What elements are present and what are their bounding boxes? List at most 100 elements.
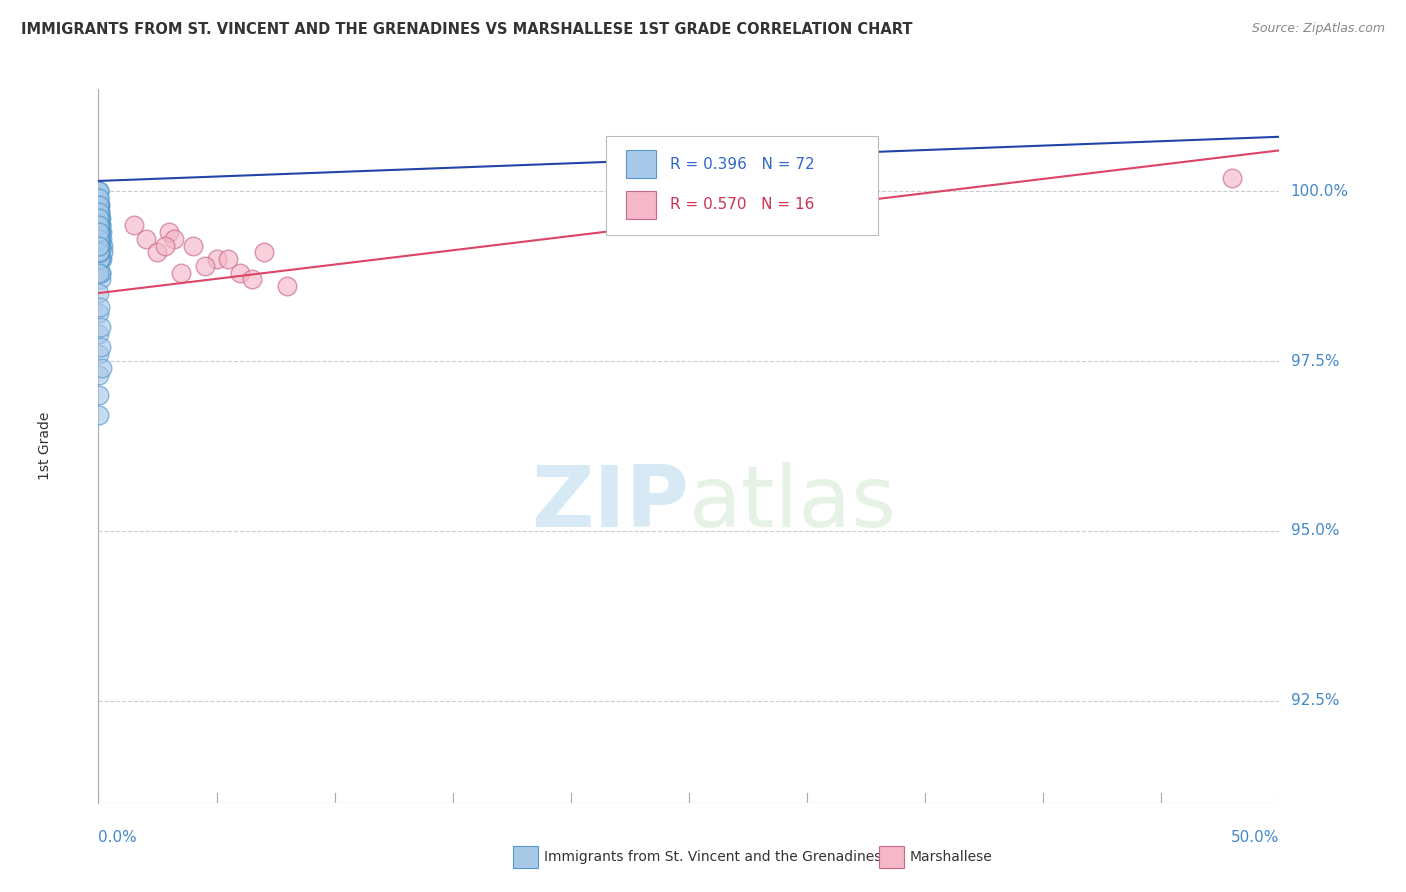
Point: [89, 238, 111, 252]
Text: Immigrants from St. Vincent and the Grenadines: Immigrants from St. Vincent and the Gren…: [544, 850, 882, 864]
Point: [89, 232, 111, 246]
Text: 50.0%: 50.0%: [1232, 830, 1279, 845]
Point: [89, 211, 111, 226]
Point: [90, 266, 112, 280]
Text: atlas: atlas: [689, 461, 897, 545]
Point: [89, 238, 111, 252]
Point: [89, 245, 111, 260]
Point: [89, 204, 111, 219]
Point: [87, 184, 110, 198]
Text: ZIP: ZIP: [531, 461, 689, 545]
Point: [163, 232, 186, 246]
Point: [87, 388, 110, 402]
Point: [89, 218, 111, 232]
Point: [135, 232, 157, 246]
Text: R = 0.570   N = 16: R = 0.570 N = 16: [671, 197, 814, 212]
Point: [90, 211, 112, 226]
Point: [89, 218, 111, 232]
Point: [91, 360, 114, 375]
Text: 92.5%: 92.5%: [1291, 693, 1339, 708]
Point: [89, 232, 111, 246]
Point: [87, 347, 110, 361]
Point: [89, 245, 111, 260]
Point: [89, 204, 111, 219]
Text: Marshallese: Marshallese: [910, 850, 993, 864]
Point: [90, 266, 112, 280]
Point: [240, 272, 263, 286]
Point: [89, 245, 111, 260]
Point: [89, 204, 111, 219]
Point: [89, 286, 111, 301]
Point: [87, 204, 110, 219]
Point: [89, 368, 111, 382]
Point: [146, 245, 169, 260]
Text: IMMIGRANTS FROM ST. VINCENT AND THE GRENADINES VS MARSHALLESE 1ST GRADE CORRELAT: IMMIGRANTS FROM ST. VINCENT AND THE GREN…: [21, 22, 912, 37]
Point: [89, 204, 111, 219]
Point: [91, 232, 114, 246]
Point: [87, 191, 110, 205]
Point: [89, 326, 111, 341]
Point: [89, 211, 111, 226]
Point: [229, 266, 252, 280]
Point: [89, 225, 111, 239]
Point: [87, 198, 110, 212]
Point: [122, 218, 145, 232]
Point: [89, 191, 111, 205]
Point: [89, 225, 111, 239]
Point: [89, 225, 111, 239]
FancyBboxPatch shape: [626, 150, 655, 178]
Text: 95.0%: 95.0%: [1291, 524, 1339, 539]
Point: [89, 225, 111, 239]
Point: [90, 320, 112, 334]
Point: [89, 238, 111, 252]
Point: [87, 306, 110, 320]
Point: [89, 211, 111, 226]
Point: [90, 238, 112, 252]
Point: [89, 198, 111, 212]
Point: [90, 218, 112, 232]
Point: [89, 232, 111, 246]
Point: [87, 211, 110, 226]
Point: [91, 238, 114, 252]
Point: [253, 245, 276, 260]
Point: [87, 266, 110, 280]
Point: [87, 184, 110, 198]
Text: 1st Grade: 1st Grade: [38, 412, 52, 480]
Point: [87, 218, 110, 232]
Point: [217, 252, 239, 266]
Point: [89, 232, 111, 246]
Point: [91, 252, 114, 266]
Point: [170, 266, 193, 280]
Point: [89, 198, 111, 212]
Point: [90, 225, 112, 239]
Point: [276, 279, 298, 293]
Point: [90, 238, 112, 252]
Point: [90, 341, 112, 355]
Point: [89, 232, 111, 246]
Point: [90, 218, 112, 232]
Point: [194, 259, 217, 273]
FancyBboxPatch shape: [626, 191, 655, 219]
Point: [181, 238, 204, 252]
Point: [89, 252, 111, 266]
Text: R = 0.396   N = 72: R = 0.396 N = 72: [671, 157, 814, 171]
Point: [89, 232, 111, 246]
Point: [91, 245, 114, 260]
Point: [1220, 170, 1243, 185]
Text: 100.0%: 100.0%: [1291, 184, 1348, 199]
Point: [89, 211, 111, 226]
Point: [89, 245, 111, 260]
Point: [87, 225, 110, 239]
FancyBboxPatch shape: [606, 136, 877, 235]
Text: Source: ZipAtlas.com: Source: ZipAtlas.com: [1251, 22, 1385, 36]
Point: [90, 225, 112, 239]
Text: 97.5%: 97.5%: [1291, 353, 1339, 368]
Point: [90, 272, 112, 286]
Point: [89, 409, 111, 423]
Point: [89, 238, 111, 252]
Point: [153, 238, 176, 252]
Point: [89, 191, 111, 205]
Point: [89, 198, 111, 212]
Point: [157, 225, 180, 239]
Point: [89, 252, 111, 266]
